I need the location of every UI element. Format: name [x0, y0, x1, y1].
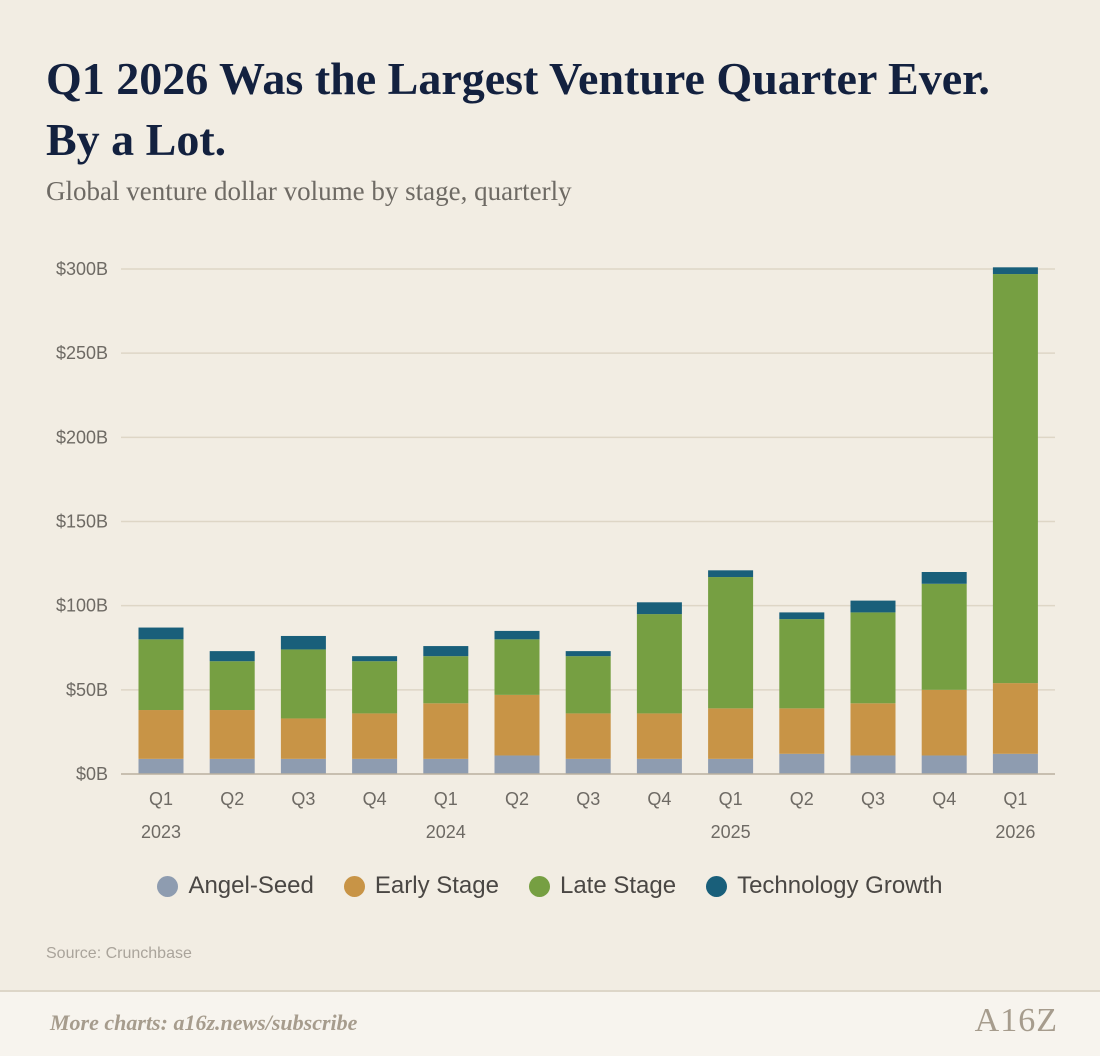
y-tick-label: $150B — [56, 512, 108, 532]
footer-bar: More charts: a16z.news/subscribe A16Z — [0, 990, 1100, 1056]
bar-segment-late-stage — [779, 619, 825, 709]
bar-segment-early-stage — [779, 708, 825, 754]
bar-segment-angel-seed — [850, 755, 896, 774]
x-year-label: 2023 — [141, 822, 181, 842]
bar-segment-late-stage — [209, 661, 255, 711]
chart-title: Q1 2026 Was the Largest Venture Quarter … — [46, 48, 1066, 170]
bar-segment-angel-seed — [352, 758, 398, 774]
bar-segment-technology-growth — [708, 570, 754, 578]
bar-segment-technology-growth — [352, 656, 398, 662]
bar-segment-technology-growth — [494, 630, 540, 640]
y-tick-label: $250B — [56, 343, 108, 363]
legend-item-angel-seed: Angel-Seed — [157, 872, 314, 900]
bar-segment-technology-growth — [636, 602, 682, 615]
bar-segment-angel-seed — [280, 758, 326, 774]
bar-segment-late-stage — [565, 656, 611, 714]
bar-segment-technology-growth — [992, 267, 1038, 275]
chart-title-line-1: Q1 2026 Was the Largest Venture Quarter … — [46, 53, 990, 104]
bar-segment-early-stage — [209, 710, 255, 759]
bar-segment-technology-growth — [280, 635, 326, 650]
stacked-bar-chart: $0B $50B $100B $150B $200B $250B $300B Q1 Q2 Q3 Q4… — [56, 259, 1055, 842]
bar-segment-early-stage — [850, 703, 896, 756]
x-tick-label: Q1 — [434, 789, 458, 809]
x-tick-label: Q3 — [291, 789, 315, 809]
bar-segment-early-stage — [708, 708, 754, 759]
bar-segment-late-stage — [708, 577, 754, 709]
bar-segment-late-stage — [352, 661, 398, 714]
legend-swatch — [157, 875, 179, 897]
y-tick-label: $0B — [76, 764, 108, 784]
chart-legend: Angel-Seed Early Stage Late Stage Technolog… — [0, 872, 1100, 900]
x-year-label: 2025 — [711, 822, 751, 842]
legend-label: Technology Growth — [737, 872, 943, 899]
bar-segment-early-stage — [352, 713, 398, 759]
bar-segment-late-stage — [138, 639, 184, 711]
y-tick-label: $50B — [66, 680, 108, 700]
y-tick-label: $300B — [56, 259, 108, 279]
bar-segment-technology-growth — [209, 651, 255, 662]
bar-segment-late-stage — [494, 639, 540, 695]
legend-item-technology-growth: Technology Growth — [706, 872, 943, 900]
x-tick-label: Q1 — [1003, 789, 1027, 809]
footer-subscribe-link[interactable]: More charts: a16z.news/subscribe — [50, 1010, 358, 1035]
bar-segment-angel-seed — [423, 758, 469, 774]
x-tick-label: Q2 — [505, 789, 529, 809]
bar-segment-angel-seed — [992, 753, 1038, 774]
bar-segment-early-stage — [992, 683, 1038, 754]
bar-segment-early-stage — [138, 710, 184, 759]
y-tick-label: $100B — [56, 596, 108, 616]
bar-segment-early-stage — [280, 718, 326, 759]
bar-segment-early-stage — [921, 689, 967, 756]
bar-segment-technology-growth — [138, 627, 184, 640]
x-tick-label: Q4 — [647, 789, 671, 809]
x-tick-label: Q1 — [719, 789, 743, 809]
legend-label: Early Stage — [374, 872, 499, 899]
bar-segment-early-stage — [423, 703, 469, 759]
legend-swatch — [528, 875, 550, 897]
bar-segment-late-stage — [423, 656, 469, 704]
bar-segment-early-stage — [565, 713, 611, 759]
bar-segment-technology-growth — [565, 651, 611, 657]
x-year-label: 2026 — [995, 822, 1035, 842]
x-tick-label: Q4 — [932, 789, 956, 809]
x-year-label: 2024 — [426, 822, 466, 842]
bar-segment-late-stage — [636, 614, 682, 714]
bar-segment-technology-growth — [850, 600, 896, 613]
legend-label: Late Stage — [559, 872, 677, 899]
x-tick-label: Q2 — [790, 789, 814, 809]
legend-item-early-stage: Early Stage — [343, 872, 499, 900]
bar-segment-angel-seed — [138, 758, 184, 774]
bar-segment-late-stage — [280, 649, 326, 719]
bar-segment-late-stage — [850, 612, 896, 704]
bar-segment-angel-seed — [209, 758, 255, 774]
bar-segment-technology-growth — [921, 572, 967, 584]
bar-segment-technology-growth — [779, 612, 825, 620]
legend-swatch — [343, 875, 365, 897]
x-tick-label: Q4 — [363, 789, 387, 809]
bar-segment-late-stage — [921, 583, 967, 690]
bar-segment-angel-seed — [921, 755, 967, 774]
chart-subtitle: Global venture dollar volume by stage, q… — [46, 176, 572, 206]
legend-item-late-stage: Late Stage — [528, 872, 677, 900]
legend-swatch — [706, 875, 728, 897]
bar-segment-angel-seed — [636, 758, 682, 774]
bar-segment-angel-seed — [565, 758, 611, 774]
bar-segment-angel-seed — [779, 753, 825, 774]
bar-segment-technology-growth — [423, 646, 469, 657]
y-tick-label: $200B — [56, 427, 108, 447]
bar-segment-late-stage — [992, 274, 1038, 684]
bar-segment-early-stage — [636, 713, 682, 759]
a16z-logo: A16Z — [974, 1002, 1058, 1039]
x-tick-label: Q2 — [220, 789, 244, 809]
bar-segment-angel-seed — [708, 758, 754, 774]
x-tick-label: Q3 — [861, 789, 885, 809]
legend-label: Angel-Seed — [188, 872, 314, 899]
x-tick-label: Q1 — [149, 789, 173, 809]
source-note: Source: Crunchbase — [46, 945, 192, 962]
x-tick-label: Q3 — [576, 789, 600, 809]
bar-segment-early-stage — [494, 694, 540, 756]
bar-segment-angel-seed — [494, 755, 540, 774]
chart-title-line-2: By a Lot. — [46, 114, 227, 165]
